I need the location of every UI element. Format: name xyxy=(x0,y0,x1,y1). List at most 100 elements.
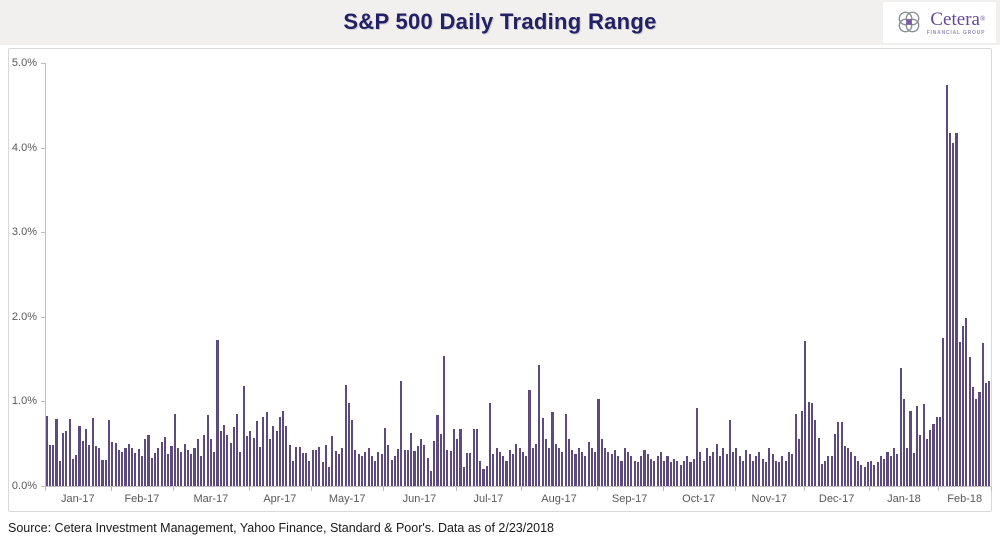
bar xyxy=(45,415,48,486)
bar xyxy=(571,450,574,486)
bar xyxy=(275,431,278,486)
bar-chart-plot: 0.0% 1.0% 2.0% 3.0% 4.0% 5.0% Jan-17 Feb-17 Mar-… xyxy=(9,49,992,511)
bar xyxy=(65,431,68,486)
bar xyxy=(682,460,685,486)
bar xyxy=(935,416,938,486)
bar xyxy=(873,464,876,486)
bar xyxy=(590,447,593,486)
bar xyxy=(324,444,327,486)
bar xyxy=(521,452,524,486)
cetera-logo: Cetera® FINANCIAL GROUP xyxy=(883,2,996,43)
bar xyxy=(314,449,318,486)
bar xyxy=(68,419,71,486)
bar xyxy=(561,452,564,486)
x-axis-label: Feb-17 xyxy=(124,493,160,505)
bar xyxy=(150,458,153,486)
bar xyxy=(413,451,416,486)
bar xyxy=(160,442,163,486)
bar xyxy=(732,452,735,486)
bar xyxy=(705,447,708,486)
bar xyxy=(108,420,111,486)
bar xyxy=(843,446,846,486)
bar xyxy=(318,447,321,486)
bar xyxy=(840,421,843,486)
bar xyxy=(587,442,590,486)
bar xyxy=(656,456,659,486)
bar xyxy=(242,386,245,486)
bar xyxy=(466,453,469,486)
bar xyxy=(117,450,120,486)
bar xyxy=(387,444,390,486)
bar xyxy=(922,403,925,486)
bar xyxy=(288,444,291,486)
bar xyxy=(847,447,850,486)
bar xyxy=(311,450,314,486)
bar xyxy=(899,367,902,486)
y-axis-label: 4.0% xyxy=(11,141,37,154)
x-axis-tick xyxy=(248,487,250,491)
bar xyxy=(206,414,209,486)
x-axis-line xyxy=(45,486,991,487)
bar xyxy=(245,436,249,486)
bar xyxy=(692,458,695,486)
bar xyxy=(833,434,837,486)
bar xyxy=(268,438,272,486)
bar xyxy=(482,469,485,486)
bar xyxy=(272,425,275,486)
bar xyxy=(291,460,295,486)
bar xyxy=(111,442,114,486)
x-axis-label: Dec-17 xyxy=(818,493,855,505)
bar xyxy=(81,441,84,486)
bar xyxy=(745,450,748,486)
bar xyxy=(758,452,761,486)
bar xyxy=(863,467,866,486)
bar xyxy=(213,452,216,486)
bar xyxy=(344,385,347,486)
bar xyxy=(649,458,653,486)
bar xyxy=(581,452,584,486)
bar xyxy=(154,453,157,486)
y-axis-tick xyxy=(41,147,45,149)
bar xyxy=(902,398,905,486)
bar xyxy=(347,403,350,486)
bar xyxy=(919,435,922,486)
bar xyxy=(459,429,462,486)
bar xyxy=(971,387,974,486)
x-axis-label: Feb-18 xyxy=(947,493,983,505)
x-axis-tick xyxy=(455,487,457,491)
bar xyxy=(597,398,600,486)
x-axis-label: Apr-17 xyxy=(263,493,297,505)
bar xyxy=(337,453,341,486)
bar xyxy=(709,456,712,486)
bar xyxy=(203,435,206,486)
bar xyxy=(623,447,626,486)
bar xyxy=(403,449,406,486)
bar xyxy=(883,458,886,486)
bar xyxy=(502,456,505,486)
bar xyxy=(367,447,370,486)
bar xyxy=(850,452,853,486)
chart-area: 0.0% 1.0% 2.0% 3.0% 4.0% 5.0% Jan-17 Feb-17 Mar-… xyxy=(8,48,992,512)
x-axis-label: Sep-17 xyxy=(611,493,648,505)
bar xyxy=(370,456,373,486)
bar xyxy=(778,462,781,486)
bar xyxy=(988,381,991,486)
x-axis-tick xyxy=(803,487,805,491)
bar xyxy=(426,458,429,486)
bar xyxy=(449,451,452,486)
bar xyxy=(190,453,193,486)
bar xyxy=(52,444,55,486)
bar xyxy=(942,337,945,486)
bar xyxy=(801,410,804,486)
bar xyxy=(856,460,860,486)
bar xyxy=(144,438,147,486)
bar xyxy=(219,431,222,486)
bar xyxy=(236,414,239,486)
bar xyxy=(124,447,127,486)
cetera-logo-name: Cetera® xyxy=(930,8,986,30)
bar xyxy=(101,459,104,486)
bar xyxy=(958,342,961,486)
bar xyxy=(443,355,446,486)
bar xyxy=(771,453,774,486)
bar xyxy=(397,448,400,486)
